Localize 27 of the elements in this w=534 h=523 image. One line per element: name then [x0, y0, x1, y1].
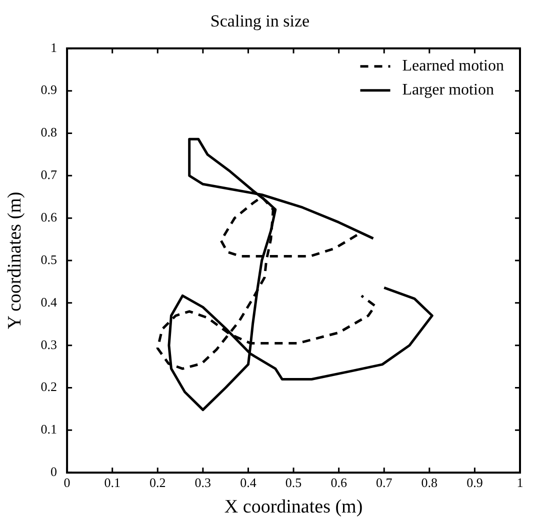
legend-label: Learned motion — [402, 58, 504, 75]
x-tick-label: 1 — [516, 474, 524, 490]
y-tick-label: 0.7 — [40, 167, 58, 182]
y-tick-label: 0.8 — [40, 124, 58, 140]
x-tick-label: 0.7 — [376, 474, 393, 490]
x-tick-label: 0.6 — [330, 474, 348, 490]
x-tick-label: 0 — [64, 474, 70, 490]
x-tick-label: 0.9 — [466, 474, 483, 490]
y-tick-label: 0.1 — [40, 422, 58, 437]
y-tick-label: 0.3 — [40, 336, 58, 352]
legend-label: Larger motion — [402, 82, 494, 99]
y-tick-label: 0.9 — [40, 82, 58, 98]
x-tick-label: 0.3 — [194, 474, 212, 490]
y-tick-label: 0.4 — [40, 294, 58, 310]
y-tick-label: 0 — [50, 464, 58, 480]
y-tick-label: 0.5 — [40, 252, 58, 267]
y-tick-label: 0.6 — [40, 210, 58, 224]
x-tick-label: 0.1 — [104, 474, 120, 490]
y-tick-label: 0.2 — [40, 379, 58, 394]
x-tick-label: 0.5 — [285, 474, 302, 490]
x-axis-title: X coordinates (m) — [224, 496, 363, 518]
x-tick-label: 0.8 — [421, 474, 438, 490]
chart-title: Scaling in size — [210, 12, 310, 31]
x-tick-label: 0.4 — [240, 474, 257, 490]
y-tick-label: 1 — [50, 40, 58, 55]
y-axis-title: Y coordinates (m) — [4, 192, 26, 330]
x-tick-label: 0.2 — [150, 474, 166, 490]
